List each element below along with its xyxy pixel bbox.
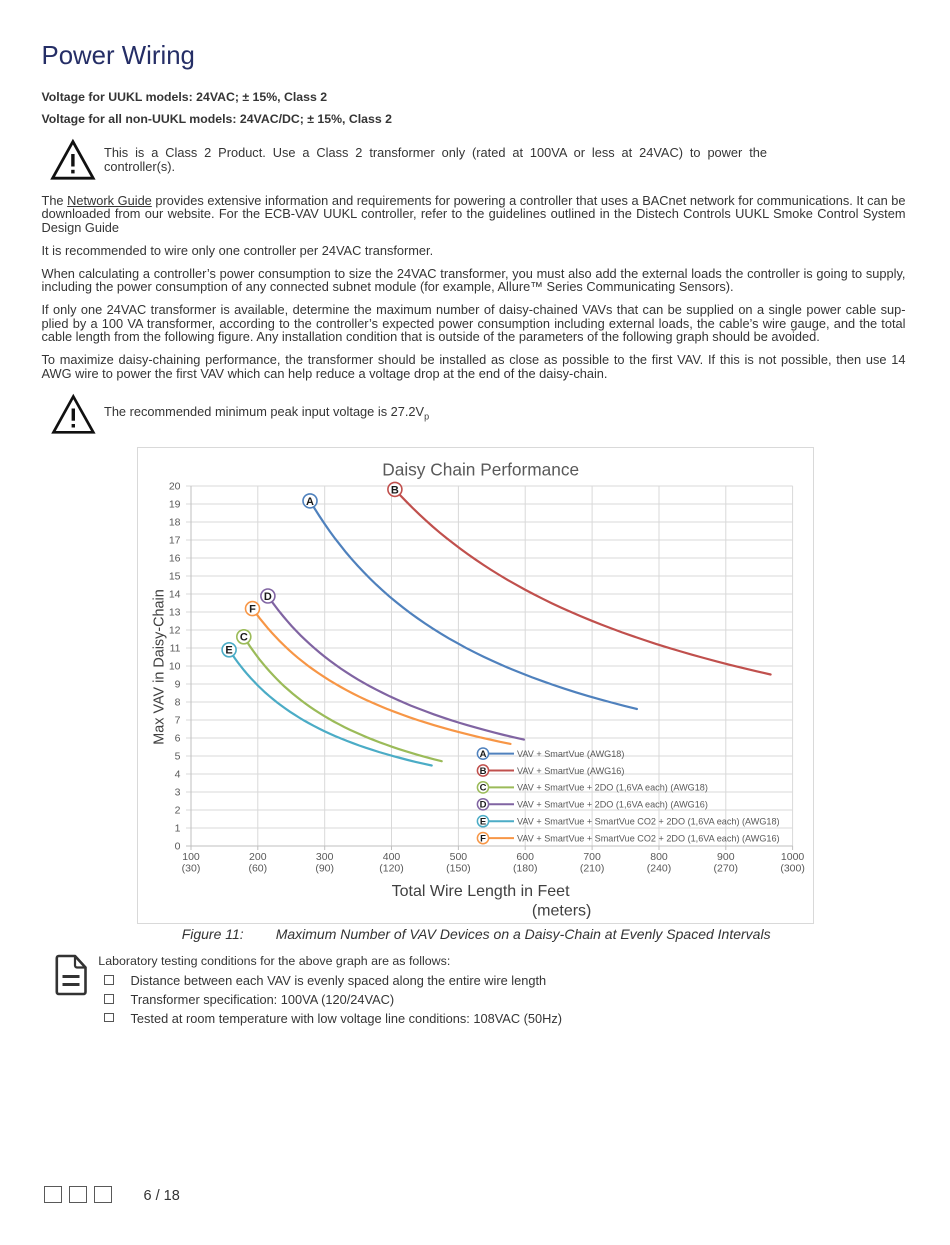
svg-text:(270): (270) [714, 863, 739, 875]
svg-text:5: 5 [175, 751, 181, 763]
svg-text:Total Wire Length in Feet: Total Wire Length in Feet [392, 883, 570, 900]
svg-text:17: 17 [169, 535, 181, 547]
svg-text:(150): (150) [446, 863, 471, 875]
svg-text:C: C [240, 632, 248, 644]
svg-text:VAV + SmartVue (AWG16): VAV + SmartVue (AWG16) [517, 766, 624, 776]
svg-text:(90): (90) [315, 863, 334, 875]
svg-text:3: 3 [175, 787, 181, 799]
svg-text:(120): (120) [379, 863, 404, 875]
svg-text:1: 1 [175, 823, 181, 835]
svg-text:400: 400 [383, 851, 401, 863]
svg-text:(210): (210) [580, 863, 605, 875]
svg-text:7: 7 [175, 715, 181, 727]
svg-text:6: 6 [175, 733, 181, 745]
svg-text:(30): (30) [182, 863, 201, 875]
svg-text:D: D [480, 800, 487, 811]
svg-text:B: B [480, 766, 487, 777]
svg-text:4: 4 [175, 769, 181, 781]
svg-text:Daisy Chain Performance: Daisy Chain Performance [382, 459, 579, 479]
svg-text:1000: 1000 [781, 851, 805, 863]
svg-text:C: C [480, 783, 487, 794]
svg-text:Max VAV in Daisy-Chain: Max VAV in Daisy-Chain [152, 589, 168, 744]
svg-text:E: E [480, 817, 486, 828]
svg-text:2: 2 [175, 805, 181, 817]
svg-text:(60): (60) [248, 863, 267, 875]
svg-text:D: D [264, 591, 272, 603]
svg-text:F: F [480, 833, 486, 844]
svg-text:VAV + SmartVue + 2DO (1,6VA ea: VAV + SmartVue + 2DO (1,6VA each) (AWG16… [517, 800, 708, 810]
svg-text:F: F [249, 604, 256, 616]
svg-text:13: 13 [169, 607, 181, 619]
svg-text:VAV + SmartVue (AWG18): VAV + SmartVue (AWG18) [517, 749, 624, 759]
svg-text:0: 0 [175, 841, 181, 853]
svg-text:15: 15 [169, 571, 181, 583]
svg-text:A: A [306, 496, 314, 508]
svg-text:(240): (240) [647, 863, 672, 875]
svg-text:8: 8 [175, 697, 181, 709]
svg-text:11: 11 [170, 643, 181, 655]
svg-text:10: 10 [169, 661, 181, 673]
svg-text:18: 18 [169, 517, 181, 529]
svg-text:20: 20 [169, 481, 181, 493]
svg-text:12: 12 [169, 625, 181, 637]
svg-text:VAV + SmartVue + SmartVue CO2: VAV + SmartVue + SmartVue CO2 + 2DO (1,6… [517, 817, 780, 827]
svg-text:14: 14 [169, 589, 181, 601]
svg-text:VAV + SmartVue + 2DO (1,6VA ea: VAV + SmartVue + 2DO (1,6VA each) (AWG18… [517, 783, 708, 793]
svg-text:200: 200 [249, 851, 267, 863]
svg-text:300: 300 [316, 851, 334, 863]
svg-text:600: 600 [516, 851, 534, 863]
svg-text:500: 500 [450, 851, 468, 863]
svg-text:19: 19 [169, 499, 181, 511]
svg-text:(300): (300) [780, 863, 805, 875]
svg-text:(meters): (meters) [532, 903, 592, 920]
svg-text:900: 900 [717, 851, 735, 863]
svg-text:E: E [225, 645, 232, 657]
svg-text:100: 100 [182, 851, 200, 863]
svg-text:(180): (180) [513, 863, 538, 875]
svg-text:800: 800 [650, 851, 668, 863]
svg-text:B: B [391, 484, 399, 496]
svg-text:16: 16 [169, 553, 181, 565]
svg-text:9: 9 [175, 679, 181, 691]
svg-text:VAV + SmartVue + SmartVue CO2: VAV + SmartVue + SmartVue CO2 + 2DO (1,6… [517, 833, 780, 843]
svg-text:A: A [480, 749, 487, 760]
svg-text:700: 700 [583, 851, 601, 863]
